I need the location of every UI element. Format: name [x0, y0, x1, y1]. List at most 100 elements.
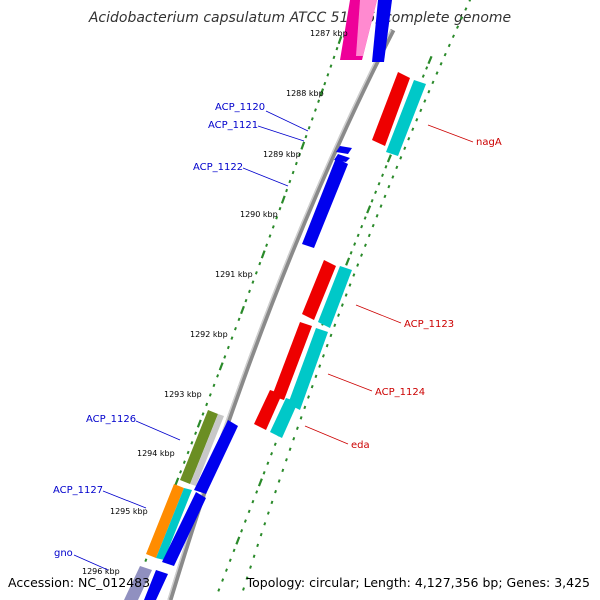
tick-mark — [323, 81, 327, 86]
tick-mark — [333, 323, 337, 328]
gene-label-left[interactable]: ACP_1122 — [193, 162, 243, 173]
tick-mark — [174, 477, 180, 486]
tick-mark — [340, 303, 344, 307]
tick-mark — [294, 161, 298, 166]
leader-line — [427, 124, 474, 143]
tick-mark — [319, 88, 325, 97]
tick-mark — [307, 126, 311, 130]
tick-mark — [360, 253, 364, 257]
tick-mark — [186, 450, 190, 455]
gene-label-left[interactable]: gno — [54, 548, 73, 559]
tick-mark — [259, 532, 263, 537]
scale-label: 1291 kbp — [215, 270, 253, 279]
gene-label-left[interactable]: ACP_1120 — [215, 102, 265, 113]
tick-mark — [374, 190, 378, 195]
tick-mark — [270, 451, 274, 456]
leader-line — [265, 110, 309, 132]
scale-label: 1290 kbp — [240, 210, 278, 219]
tick-mark — [356, 233, 360, 238]
leader-line — [102, 490, 147, 509]
tick-mark — [460, 16, 464, 20]
summary-text: Topology: circular; Length: 4,127,356 bp… — [246, 575, 590, 590]
tick-mark — [182, 460, 186, 464]
tick-mark — [451, 34, 455, 39]
feature-arrow-blue-top — [372, 0, 392, 62]
tick-mark — [208, 393, 212, 397]
tick-mark — [221, 578, 225, 582]
gene-label-right[interactable]: nagA — [476, 137, 502, 148]
gene-label-right[interactable]: ACP_1123 — [404, 319, 454, 330]
tick-mark — [391, 175, 395, 179]
tick-mark — [403, 146, 407, 151]
scale-labels: 1287 kbp 1288 kbp 1289 kbp 1290 kbp 1291… — [82, 29, 348, 576]
tick-mark — [384, 165, 388, 169]
scale-label: 1294 kbp — [137, 449, 175, 458]
tick-mark — [363, 216, 367, 220]
tick-mark — [194, 431, 198, 435]
tick-mark — [356, 263, 360, 267]
tick-mark — [243, 519, 247, 523]
scale-label: 1292 kbp — [190, 330, 228, 339]
gene-label-left[interactable]: ACP_1121 — [208, 120, 258, 131]
tick-mark — [263, 522, 267, 526]
tick-mark — [258, 261, 262, 266]
tick-mark — [329, 333, 333, 338]
tick-mark — [224, 568, 228, 572]
feature-arrow-ACP_1122 — [302, 158, 348, 248]
tick-mark — [431, 80, 435, 85]
tick-mark — [349, 251, 353, 255]
tick-mark — [270, 500, 274, 505]
tick-mark — [310, 384, 314, 389]
tick-mark — [291, 170, 295, 175]
tick-mark — [337, 313, 341, 317]
tick-mark — [370, 199, 374, 203]
genome-backbone — [167, 28, 396, 600]
tick-mark — [427, 89, 431, 94]
tick-mark — [326, 73, 330, 77]
leader-line — [242, 167, 289, 187]
tick-mark — [307, 395, 310, 399]
tick-mark — [335, 46, 339, 51]
tick-mark — [216, 374, 220, 378]
tick-mark — [387, 184, 391, 189]
tick-mark — [190, 441, 194, 445]
tick-mark — [232, 548, 236, 553]
tick-mark — [332, 55, 336, 60]
tick-mark — [314, 108, 317, 112]
feature-arrow-ACP_1126-grey — [190, 414, 224, 486]
tick-mark — [248, 289, 251, 294]
feature-arrow-nagA-cyan — [386, 80, 426, 156]
gene-label-right[interactable]: eda — [351, 440, 370, 451]
tick-mark — [268, 234, 272, 238]
tick-mark — [344, 293, 348, 297]
feature-arrow-ACP_1126-olive — [180, 410, 218, 484]
tick-mark — [179, 470, 183, 474]
tick-mark — [244, 298, 248, 303]
tick-mark — [278, 206, 282, 211]
tick-mark — [240, 305, 245, 315]
tick-mark — [439, 62, 443, 66]
tick-mark — [275, 216, 279, 220]
feature-arrow-ACP_1120 — [336, 146, 352, 154]
feature-arrow-ACP_1124-cyan — [288, 328, 328, 410]
gene-label-right[interactable]: ACP_1124 — [375, 387, 425, 398]
tick-mark — [303, 405, 307, 410]
tick-mark — [277, 479, 281, 483]
genome-backbone-highlight — [167, 29, 392, 600]
feature-arrow-ACP_1127-blue — [162, 492, 206, 566]
tick-mark — [288, 179, 292, 184]
tick-mark — [285, 458, 288, 462]
scale-label: 1288 kbp — [286, 89, 324, 98]
tick-mark — [295, 426, 299, 431]
tick-mark — [285, 188, 289, 193]
tick-mark — [256, 543, 260, 548]
tick-mark — [464, 7, 468, 11]
tick-mark — [443, 52, 447, 57]
tick-mark — [262, 471, 266, 475]
tick-mark — [252, 554, 256, 559]
tick-mark — [247, 509, 251, 514]
tick-mark — [337, 35, 343, 45]
gene-label-left[interactable]: ACP_1127 — [53, 485, 103, 496]
tick-mark — [314, 374, 318, 379]
gene-label-left[interactable]: ACP_1126 — [86, 414, 136, 425]
